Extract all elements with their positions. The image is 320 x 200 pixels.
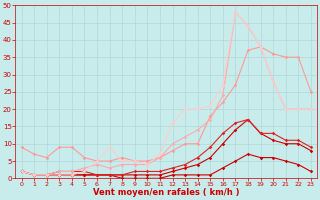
X-axis label: Vent moyen/en rafales ( km/h ): Vent moyen/en rafales ( km/h ) xyxy=(93,188,239,197)
